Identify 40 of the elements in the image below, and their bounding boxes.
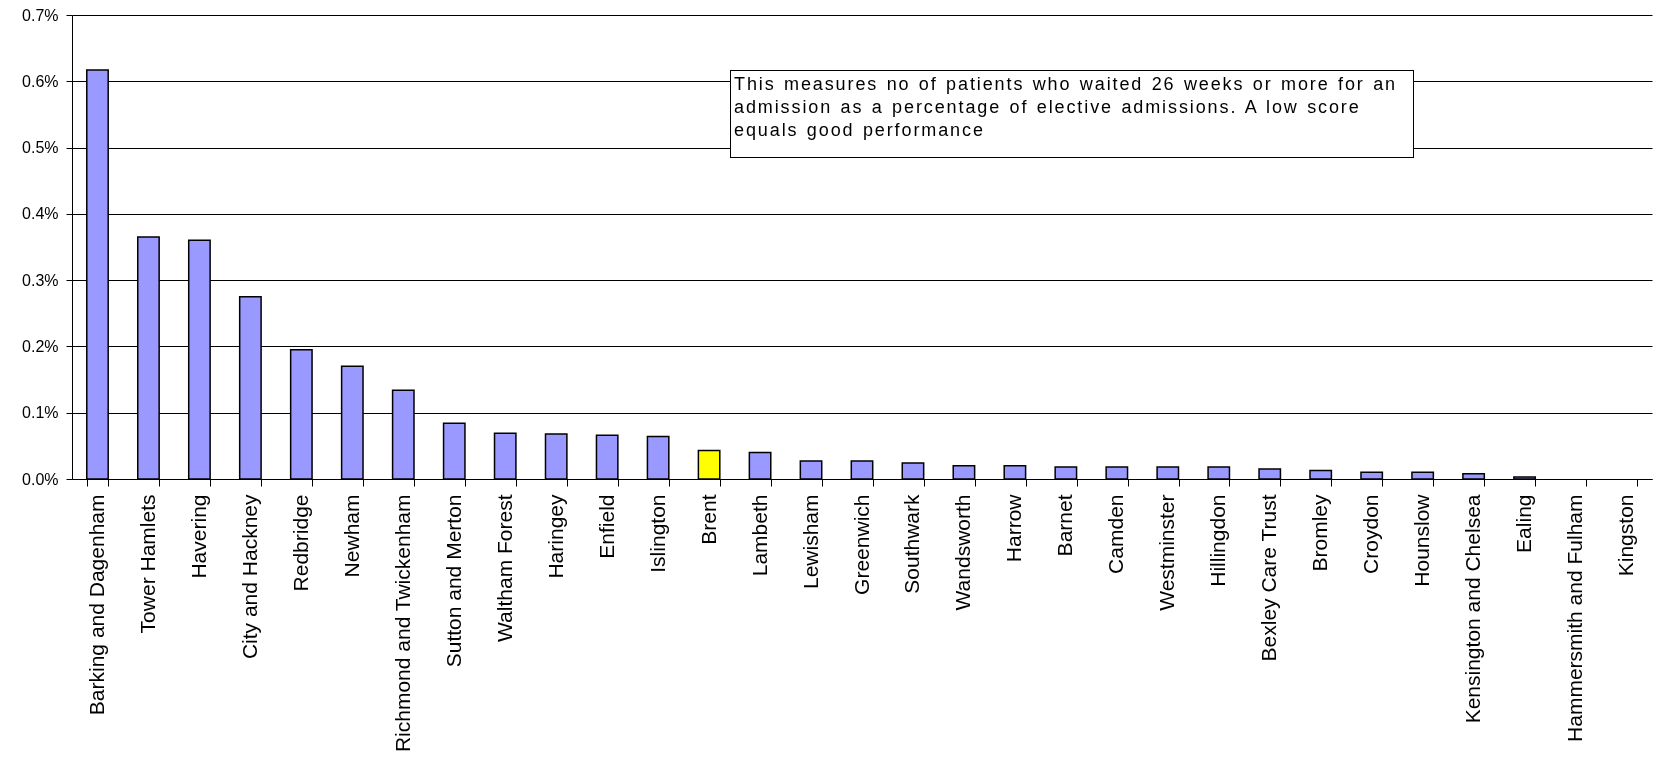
y-tick-label: 0.6%: [22, 72, 59, 90]
y-tick-label: 0.0%: [22, 470, 59, 488]
x-tick-label: Southwark: [900, 494, 924, 594]
y-tick-label: 0.7%: [22, 6, 59, 24]
x-tick-label: Hammersmith and Fulham: [1563, 494, 1587, 742]
annotation: This measures no of patients who waited 26 weeks or more for an admission as a percentage of elective admissions. A low score equals good performance: [730, 70, 1414, 158]
x-tick-label: Kensington and Chelsea: [1461, 494, 1485, 724]
x-tick-label: Havering: [186, 494, 210, 579]
x-tick-label: Ealing: [1512, 494, 1536, 553]
y-tick-label: 0.5%: [22, 139, 59, 157]
x-tick-label: Tower Hamlets: [135, 494, 159, 634]
x-tick-label: Kingston: [1614, 494, 1638, 577]
x-tick-label: Camden: [1104, 494, 1128, 574]
x-tick-label: Richmond and Twickenham: [390, 494, 414, 753]
y-tick-label: 0.4%: [22, 205, 59, 223]
x-tick-label: Barnet: [1053, 494, 1077, 557]
x-tick-label: Sutton and Merton: [441, 494, 465, 668]
y-tick-label: 0.3%: [22, 271, 59, 289]
x-tick-label: Redbridge: [288, 494, 312, 592]
x-tick-label: Islington: [645, 494, 669, 573]
x-tick-label: Brent: [696, 494, 720, 545]
x-tick-label: Bromley: [1308, 494, 1332, 572]
x-tick-label: Wandsworth: [951, 494, 975, 611]
y-tick-label: 0.2%: [22, 337, 59, 355]
x-tick-label: Newham: [339, 494, 363, 578]
y-tick-label: 0.1%: [22, 404, 59, 422]
x-tick-label: Waltham Forest: [492, 494, 516, 642]
x-tick-label: Hillingdon: [1206, 494, 1230, 587]
x-tick-label: Bexley Care Trust: [1257, 494, 1281, 662]
x-tick-label: Croydon: [1359, 494, 1383, 574]
x-tick-label: Lewisham: [798, 494, 822, 590]
x-tick-label: Haringey: [543, 494, 567, 579]
x-tick-label: Enfield: [594, 494, 618, 559]
x-tick-label: Westminster: [1155, 494, 1179, 611]
x-tick-label: Lambeth: [747, 494, 771, 577]
x-tick-label: Greenwich: [849, 494, 873, 595]
x-tick-label: Hounslow: [1410, 493, 1434, 587]
x-tick-label: Barking and Dagenham: [84, 494, 108, 716]
x-tick-label: Harrow: [1002, 493, 1026, 563]
x-tick-label: City and Hackney: [237, 494, 261, 660]
